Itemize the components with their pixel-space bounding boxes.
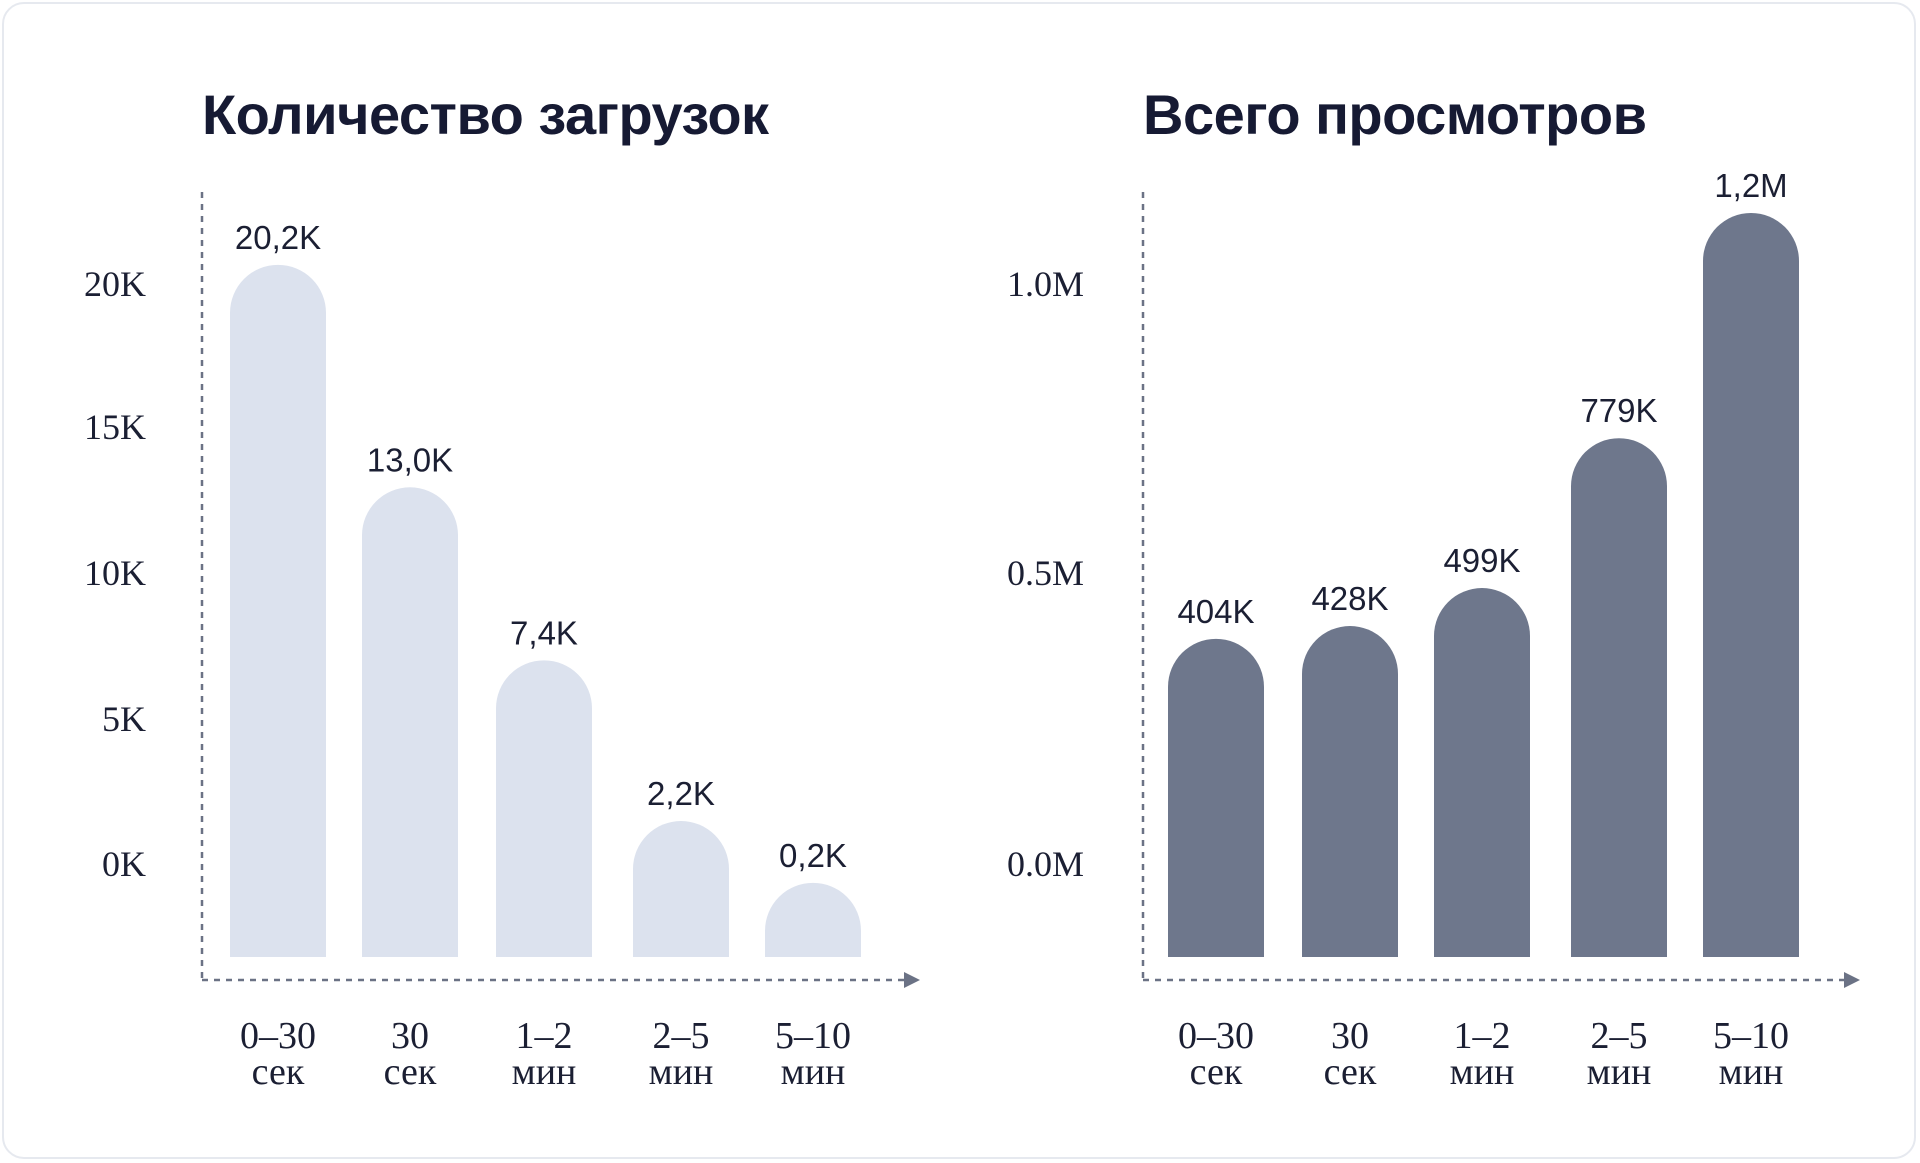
data-label: 13,0K	[367, 441, 453, 478]
x-tick-label-unit: мин	[1587, 1051, 1652, 1093]
x-tick-label-unit: мин	[512, 1051, 577, 1093]
x-axis-arrow-icon	[904, 972, 920, 988]
y-tick-label: 15K	[84, 407, 146, 447]
x-tick-label: 30	[391, 1015, 429, 1057]
x-tick-label: 0–30	[240, 1015, 316, 1057]
x-tick-label: 30	[1331, 1015, 1369, 1057]
x-tick-label-unit: мин	[781, 1051, 846, 1093]
chart-title-downloads: Количество загрузок	[202, 83, 769, 146]
x-tick-label: 0–30	[1178, 1015, 1254, 1057]
bar	[1434, 588, 1530, 957]
x-axis-arrow-icon	[1844, 972, 1860, 988]
x-tick-label: 2–5	[653, 1015, 710, 1057]
x-tick-label-unit: сек	[384, 1051, 437, 1093]
bar	[1703, 213, 1799, 957]
x-tick-label-unit: сек	[252, 1051, 305, 1093]
x-tick-label-unit: мин	[649, 1051, 714, 1093]
y-tick-label: 1.0M	[1007, 264, 1084, 304]
data-label: 0,2K	[779, 837, 847, 874]
data-label: 1,2M	[1714, 167, 1787, 204]
x-tick-label-unit: мин	[1450, 1051, 1515, 1093]
y-tick-label: 0K	[102, 844, 146, 884]
data-label: 20,2K	[235, 219, 321, 256]
x-tick-label: 5–10	[775, 1015, 851, 1057]
bar	[362, 487, 458, 957]
data-label: 779K	[1580, 392, 1657, 429]
x-tick-label: 5–10	[1713, 1015, 1789, 1057]
bar	[633, 821, 729, 957]
bar	[765, 882, 861, 957]
x-tick-label-unit: мин	[1719, 1051, 1784, 1093]
bar	[1168, 638, 1264, 957]
y-tick-label: 0.5M	[1007, 553, 1084, 593]
bar	[1302, 626, 1398, 957]
x-tick-label: 1–2	[516, 1015, 573, 1057]
data-label: 2,2K	[647, 775, 715, 812]
data-label: 499K	[1443, 542, 1520, 579]
bar	[496, 660, 592, 957]
data-label: 7,4K	[510, 614, 578, 651]
x-tick-label: 2–5	[1591, 1015, 1648, 1057]
y-tick-label: 10K	[84, 553, 146, 593]
chart-title-views: Всего просмотров	[1143, 83, 1647, 146]
data-label: 428K	[1311, 580, 1388, 617]
data-label: 404K	[1177, 593, 1254, 630]
bar	[230, 264, 326, 957]
x-tick-label-unit: сек	[1190, 1051, 1243, 1093]
bar	[1571, 438, 1667, 958]
y-tick-label: 5K	[102, 699, 146, 739]
y-tick-label: 0.0M	[1007, 844, 1084, 884]
y-tick-label: 20K	[84, 264, 146, 304]
x-tick-label: 1–2	[1454, 1015, 1511, 1057]
x-tick-label-unit: сек	[1324, 1051, 1377, 1093]
